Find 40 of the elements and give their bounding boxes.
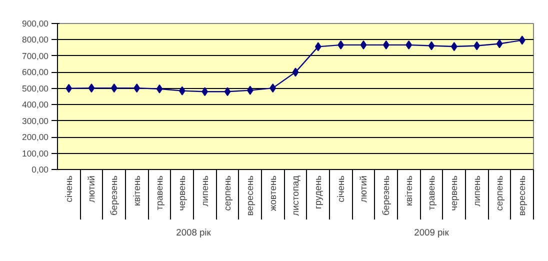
x-tick-label: лютий xyxy=(358,175,368,202)
y-tick-label: 600,00 xyxy=(22,67,49,78)
point xyxy=(496,39,503,48)
x-tick-label: вересень xyxy=(245,175,256,216)
y-tick-label: 100,00 xyxy=(22,148,49,158)
x-tick-label: жовтень xyxy=(268,175,278,212)
x-tick-label: червень xyxy=(449,175,460,211)
x-tick-label: серпень xyxy=(222,175,232,211)
y-tick-label: 700,00 xyxy=(22,50,49,61)
x-tick-label: травень xyxy=(426,175,436,210)
x-tick-label: квітень xyxy=(404,175,414,206)
x-tick-label: квітень xyxy=(132,175,142,206)
point xyxy=(360,40,367,50)
x-tick-label: травень xyxy=(154,175,164,210)
x-tick-label: грудень xyxy=(313,175,324,209)
x-tick-label: січень xyxy=(64,175,74,202)
y-tick-label: 900,00 xyxy=(22,18,49,28)
x-tick-label: червень xyxy=(177,175,188,211)
y-tick-label: 200,00 xyxy=(22,132,49,142)
y-tick-label: 500,00 xyxy=(22,83,49,94)
y-tick-label: 400,00 xyxy=(22,100,49,110)
y-tick-label: 300,00 xyxy=(22,116,49,126)
point xyxy=(292,68,299,77)
x-tick-label: серпень xyxy=(494,175,504,211)
point xyxy=(88,84,95,93)
x-tick-label: січень xyxy=(336,175,346,202)
x-tick-label: липень xyxy=(200,175,210,206)
y-tick-label: 0,00 xyxy=(32,164,49,174)
point xyxy=(224,87,231,96)
point xyxy=(156,84,163,94)
point xyxy=(428,41,435,50)
text: 2009 рік xyxy=(414,228,450,238)
x-tick-label: березень xyxy=(381,175,392,216)
x-tick-label: вересень xyxy=(517,175,528,216)
x-tick-label: листопад xyxy=(290,174,300,216)
text: 2008 рік xyxy=(176,228,212,238)
x-tick-label: березень xyxy=(109,175,120,216)
x-tick-label: липень xyxy=(472,175,482,206)
x-tick-label: лютий xyxy=(86,175,96,202)
y-tick-label: 800,00 xyxy=(22,34,49,45)
